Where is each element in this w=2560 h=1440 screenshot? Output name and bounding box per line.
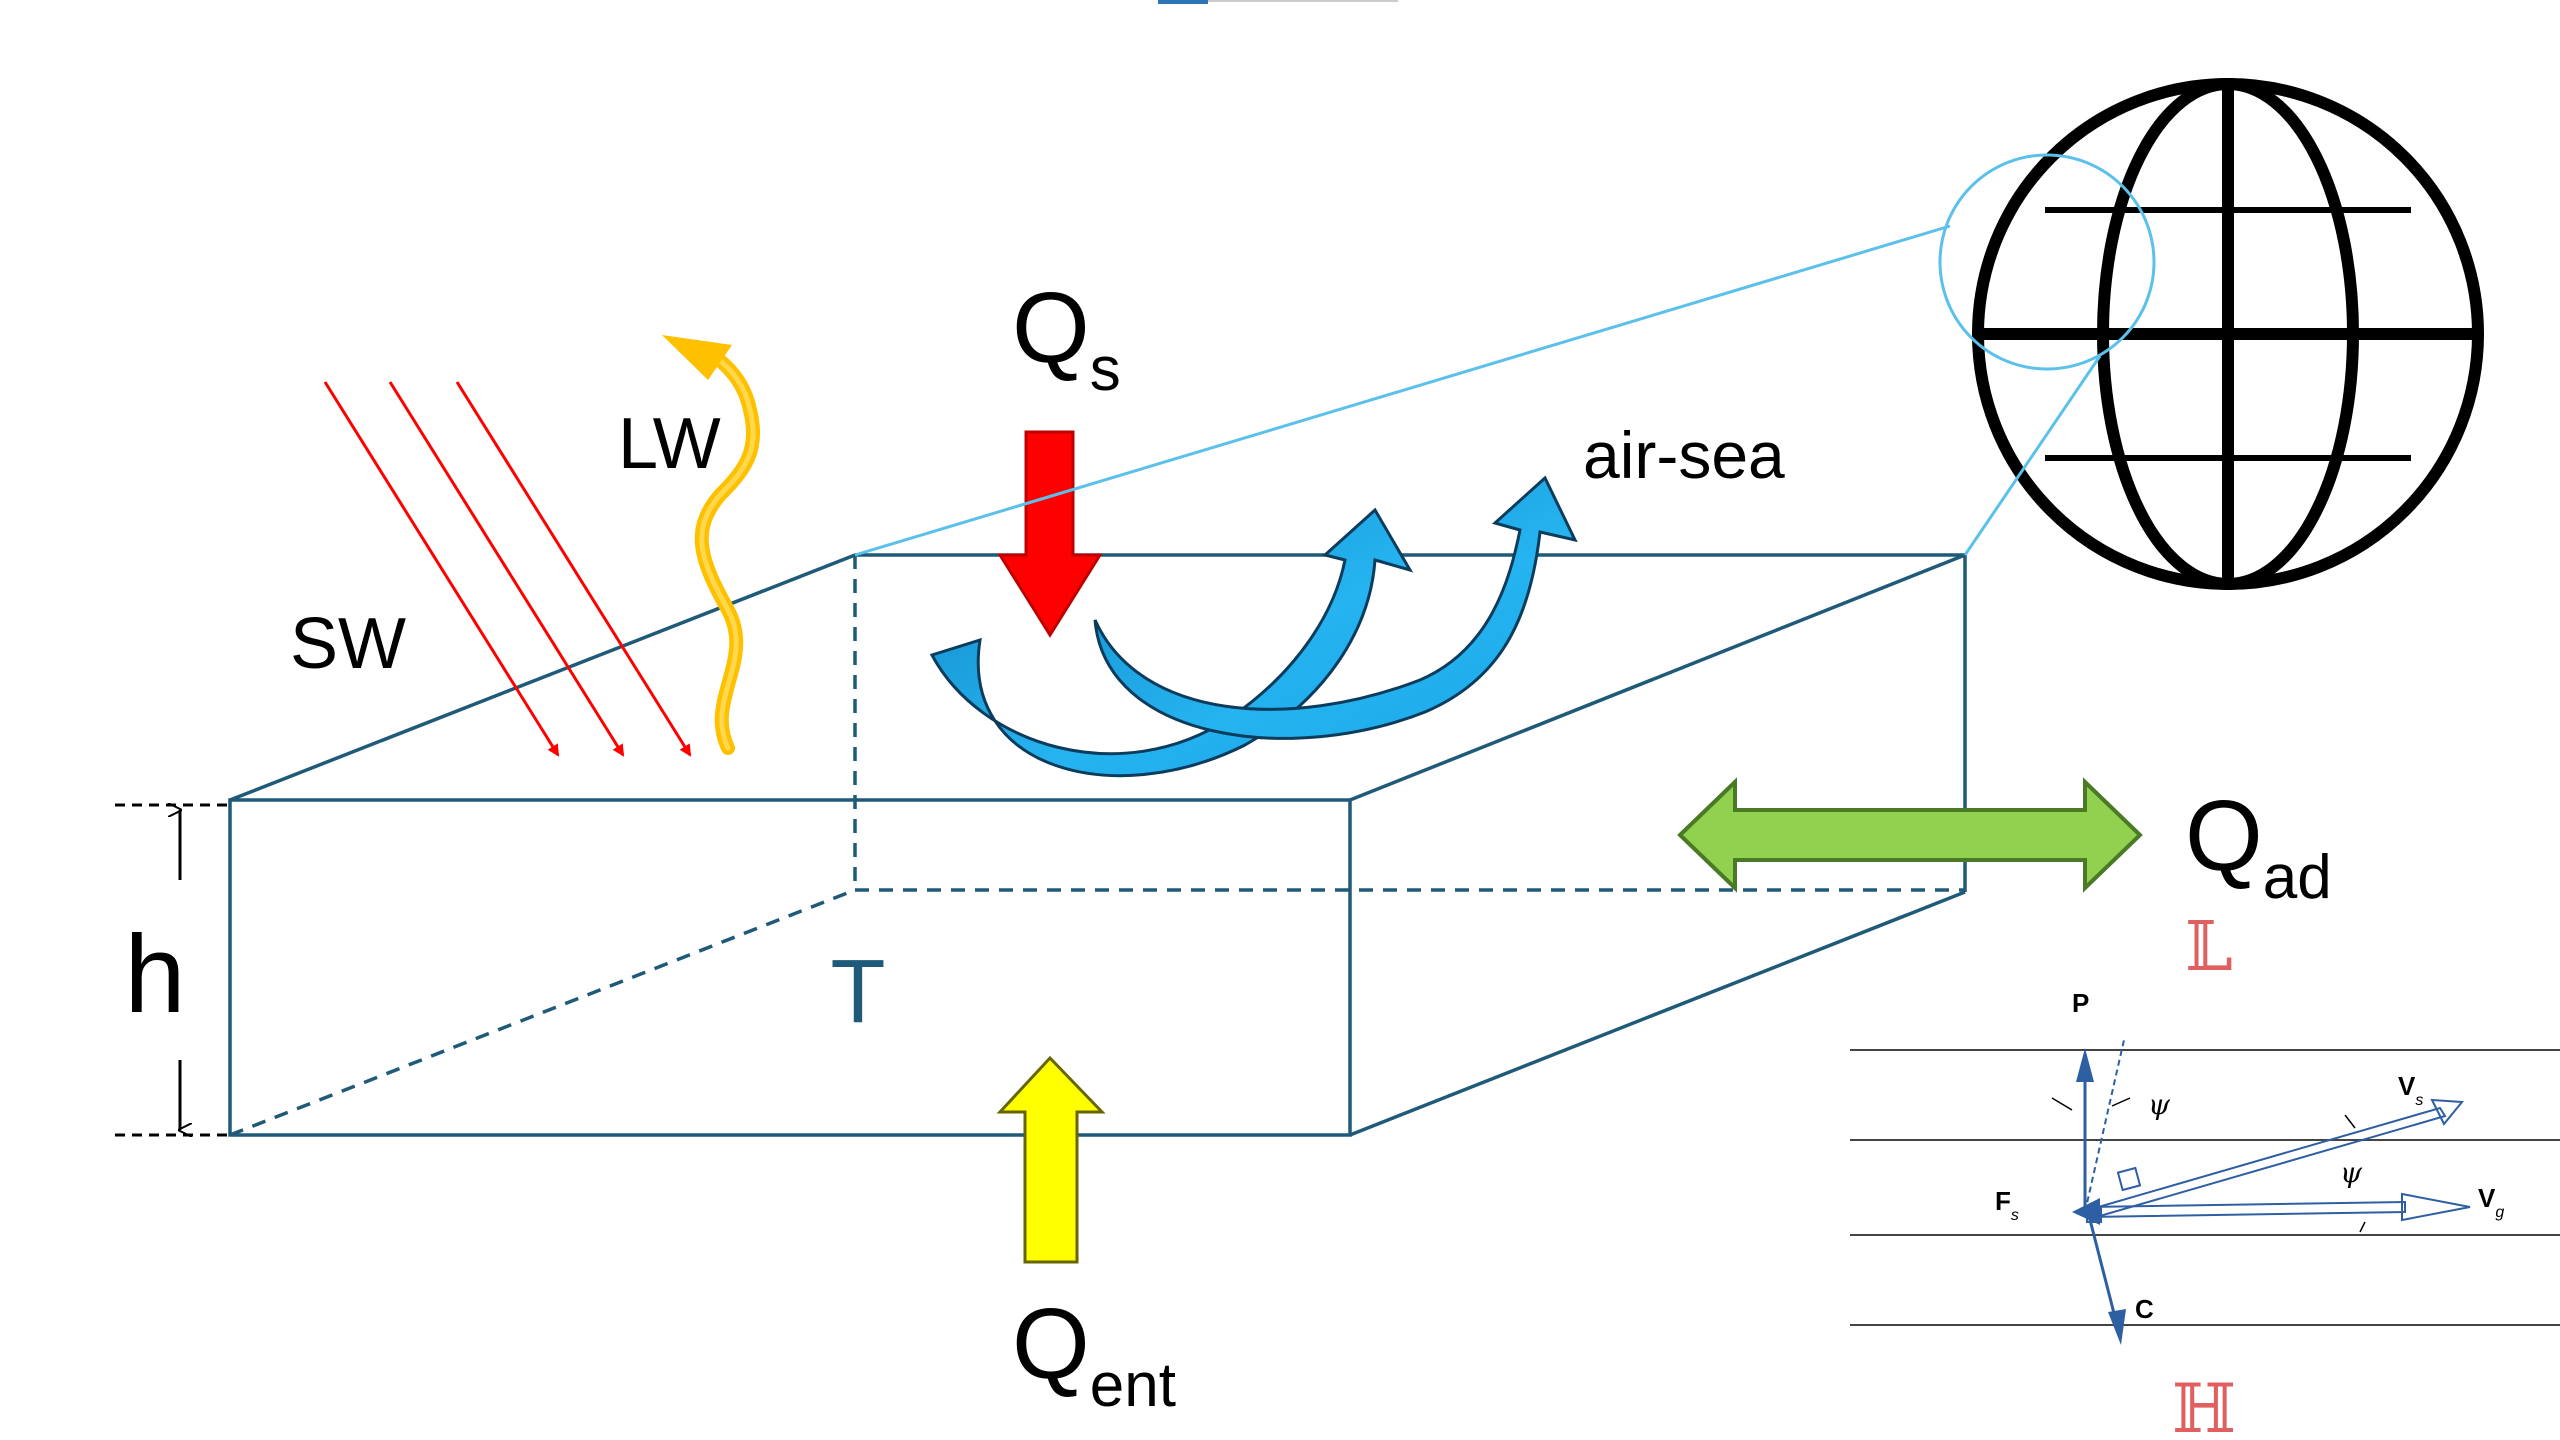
- airsea-label: air-sea: [1583, 418, 1785, 492]
- qad-label: Qad: [2185, 780, 2332, 912]
- depth-dimension: h: [115, 805, 228, 1135]
- depth-label: h: [124, 913, 185, 1036]
- symbol-h: ℍ: [2172, 1370, 2236, 1440]
- qad-arrow: [1677, 777, 2143, 893]
- box-bottom-right-edge: [1349, 890, 1966, 1137]
- box-front-face: [228, 798, 1352, 1137]
- box-top-right-edge: [1349, 553, 1966, 802]
- qent-arrow: [996, 1055, 1106, 1264]
- inset-label-fs: Fs: [1995, 1186, 2019, 1224]
- inset-psi-1: ψ: [2148, 1088, 2171, 1121]
- globe-zoom-lens: [854, 153, 2156, 557]
- qs-label: Qs: [1012, 272, 1121, 404]
- inset-label-c: C: [2135, 1294, 2154, 1324]
- inset-label-vs: Vs: [2398, 1071, 2423, 1109]
- shortwave-arrows: [323, 381, 692, 757]
- shortwave-label: SW: [290, 604, 406, 684]
- globe-icon: [1972, 78, 2484, 590]
- symbol-l: 𝕃: [2185, 908, 2233, 987]
- box-hidden-bottom-left: [229, 888, 856, 1137]
- force-balance-inset: P C Fs Vs Vg ψ ψ: [1850, 988, 2560, 1345]
- qent-label: Qent: [1012, 1288, 1176, 1420]
- inset-label-vg: Vg: [2478, 1183, 2504, 1221]
- longwave-label: LW: [618, 404, 721, 484]
- temperature-label: T: [831, 942, 886, 1042]
- airsea-arrows: [929, 475, 1578, 778]
- top-edge-mark: [1158, 0, 1398, 4]
- inset-psi-2: ψ: [2340, 1156, 2363, 1189]
- longwave-arrow: [662, 335, 761, 755]
- inset-label-p: P: [2072, 988, 2089, 1018]
- qs-arrow: [997, 430, 1103, 638]
